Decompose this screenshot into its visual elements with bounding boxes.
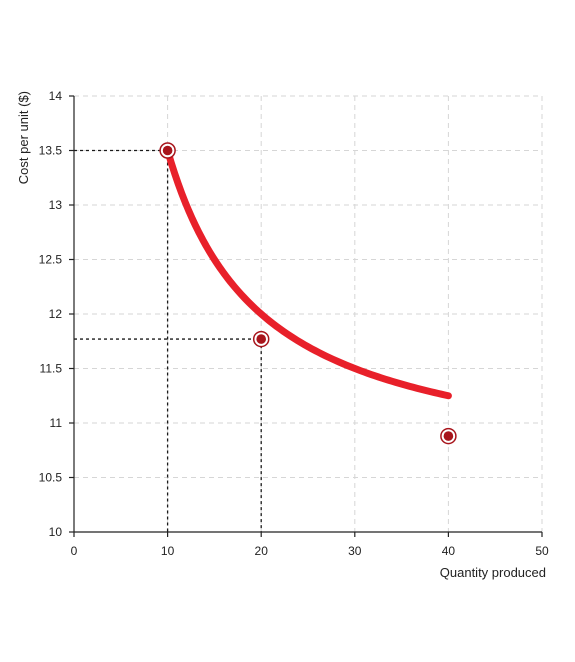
data-point-marker <box>256 334 267 344</box>
x-tick-label: 10 <box>161 544 175 558</box>
data-point-marker <box>443 431 454 441</box>
series <box>164 147 452 400</box>
y-tick-label: 10.5 <box>39 471 63 485</box>
x-axis-title: Quantity produced <box>440 565 546 580</box>
y-tick-label: 13 <box>49 198 63 212</box>
y-tick-label: 11 <box>50 416 63 430</box>
x-tick-label: 20 <box>255 544 269 558</box>
ticks: 0 10 20 30 40 50 10 10.5 11 11.5 12 12.5 13 13.5 14 <box>39 89 549 558</box>
y-tick-label: 12 <box>49 307 63 321</box>
y-tick-label: 14 <box>49 89 63 103</box>
guide-lines <box>74 149 262 532</box>
y-tick-label: 11.5 <box>40 362 63 376</box>
y-axis-title: Cost per unit ($) <box>16 91 31 184</box>
x-tick-label: 50 <box>535 544 549 558</box>
grid <box>74 95 543 532</box>
x-tick-label: 40 <box>442 544 456 558</box>
y-tick-label: 10 <box>49 525 63 539</box>
cost-curve-line <box>164 147 452 400</box>
y-tick-label: 13.5 <box>39 144 63 158</box>
y-tick-label: 12.5 <box>39 253 63 267</box>
x-tick-label: 30 <box>348 544 362 558</box>
x-tick-label: 0 <box>71 544 78 558</box>
data-point-marker <box>162 145 173 156</box>
markers <box>159 142 457 445</box>
